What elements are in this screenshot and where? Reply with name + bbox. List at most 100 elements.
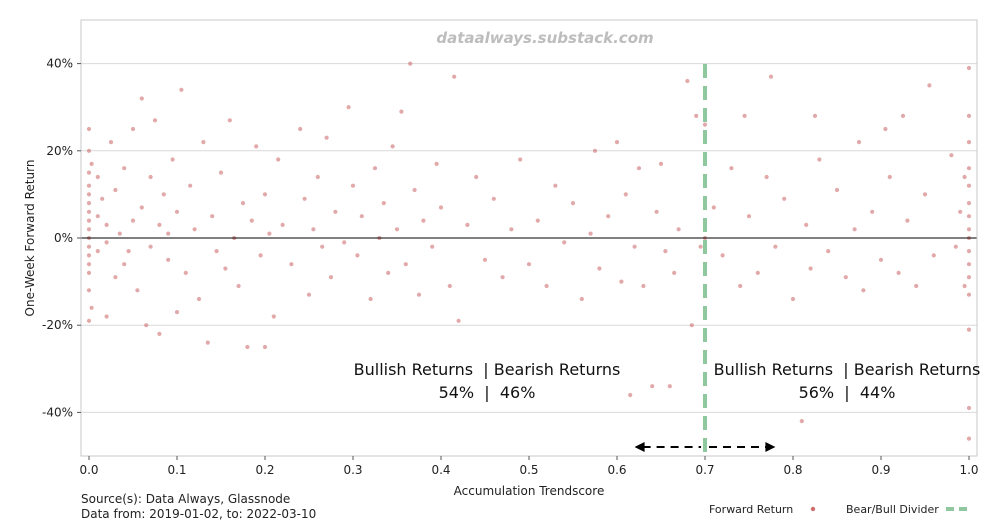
legend-marker-forward-return (810, 506, 816, 512)
data-point (320, 244, 325, 249)
data-point (883, 126, 888, 132)
data-point (962, 174, 967, 180)
data-point (966, 227, 972, 232)
data-point (438, 205, 444, 210)
data-point (86, 262, 92, 267)
data-point (953, 244, 958, 249)
data-point (817, 157, 822, 162)
data-point (183, 270, 188, 275)
data-point (205, 340, 210, 345)
data-point (122, 166, 127, 171)
data-point (166, 231, 171, 236)
data-point (553, 183, 558, 188)
data-point (89, 305, 94, 310)
data-point (843, 275, 848, 280)
data-point (812, 113, 818, 118)
data-point (509, 227, 514, 232)
data-point (579, 296, 584, 302)
data-point (328, 275, 334, 280)
annotation-right-header: Bullish Returns | Bearish Returns (714, 360, 981, 379)
data-point (834, 187, 840, 193)
data-point (276, 157, 281, 162)
data-point (966, 292, 972, 297)
data-point (408, 61, 413, 66)
data-point (949, 153, 954, 158)
data-point (852, 227, 857, 232)
data-point (394, 227, 400, 232)
data-point (355, 253, 360, 258)
data-point (214, 249, 219, 254)
x-axis-ticks: 0.0 0.1 0.2 0.3 0.4 0.5 0.6 0.7 0.8 0.9 1.0 (79, 456, 979, 477)
data-point (650, 384, 655, 389)
data-point (914, 283, 919, 289)
data-point (148, 174, 153, 180)
data-point (870, 209, 875, 214)
y-tick-label: 0% (54, 231, 73, 245)
data-point (196, 296, 202, 302)
data-point (122, 262, 127, 267)
data-point (658, 161, 664, 166)
data-point (236, 283, 241, 289)
x-tick-label: 0.4 (431, 463, 450, 477)
data-point (482, 257, 488, 262)
data-point (86, 170, 92, 175)
data-point (518, 157, 523, 162)
y-tick-label: 40% (46, 57, 73, 71)
legend-label-forward-return: Forward Return (709, 503, 793, 516)
data-point (298, 126, 303, 132)
data-point (359, 214, 364, 219)
grid-lines (81, 63, 977, 413)
x-tick-label: 0.0 (79, 463, 98, 477)
data-point (170, 157, 175, 162)
data-point (86, 192, 92, 197)
x-tick-label: 0.6 (607, 463, 626, 477)
data-point (966, 183, 972, 188)
data-point (474, 174, 479, 180)
data-point (958, 209, 963, 214)
data-point (592, 148, 598, 153)
data-point (254, 144, 259, 149)
data-point (86, 209, 92, 214)
x-tick-label: 0.1 (167, 463, 186, 477)
data-point (117, 231, 122, 236)
y-axis-ticks: -40% -20% 0% 20% 40% (42, 57, 81, 419)
data-point (372, 166, 378, 171)
data-point (157, 222, 162, 227)
data-point (130, 126, 136, 132)
data-point (544, 283, 549, 289)
data-point (966, 249, 972, 254)
data-point (526, 262, 532, 267)
y-tick-label: 20% (46, 144, 73, 158)
data-point (324, 135, 329, 140)
data-point (86, 288, 92, 293)
data-point (773, 244, 778, 249)
data-point (89, 161, 94, 166)
data-point (641, 283, 646, 289)
data-point (931, 253, 936, 258)
data-point (390, 144, 395, 149)
data-point (157, 331, 162, 336)
data-point (500, 275, 505, 280)
data-point (86, 253, 92, 258)
data-point (896, 270, 901, 275)
data-point (764, 174, 769, 180)
data-point (280, 222, 285, 227)
x-axis-title: Accumulation Trendscore (454, 484, 605, 498)
data-point (267, 231, 272, 236)
data-point (746, 214, 752, 219)
data-point (570, 201, 576, 206)
data-point (966, 327, 972, 332)
data-point (456, 318, 461, 323)
data-point (86, 183, 92, 188)
data-point (663, 249, 668, 254)
x-tick-label: 0.2 (255, 463, 274, 477)
data-point (161, 192, 166, 197)
data-point (262, 192, 268, 197)
data-point (412, 187, 417, 193)
data-point (227, 118, 232, 123)
data-point (126, 249, 131, 254)
data-point (262, 344, 268, 350)
data-point (245, 344, 250, 350)
data-point (271, 314, 276, 319)
